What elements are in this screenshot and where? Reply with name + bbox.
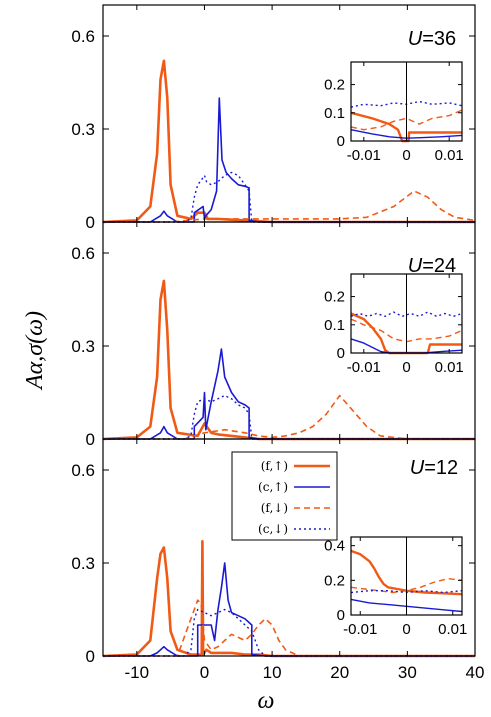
x-tick-label: 10	[263, 663, 282, 682]
inset-x-tick-label: 0.01	[438, 621, 467, 638]
series-c-up	[103, 562, 475, 657]
y-tick-label: 0.6	[71, 461, 95, 480]
series-f-up	[102, 279, 475, 441]
inset: 00.20.4-0.01 0 0.01	[324, 536, 467, 638]
inset-y-tick-label: 0	[337, 345, 345, 362]
panel-annotation: U=12	[410, 457, 458, 479]
x-tick-label: 40	[466, 663, 485, 682]
y-axis-label: Aα,σ(ω)	[22, 311, 48, 391]
inset-y-tick-label: 0.2	[324, 77, 345, 94]
series-f-down	[103, 599, 475, 657]
legend: (f,↑) (c,↑) (f,↓) (c,↓)	[231, 451, 338, 541]
x-tick-label: 0	[200, 663, 209, 682]
legend-label: (c,↓)	[258, 522, 288, 536]
series-f-down	[103, 394, 475, 440]
inset-x-tick-label: 0.01	[435, 147, 464, 164]
inset-x-tick-label: -0.01	[343, 621, 377, 638]
series-c-down	[103, 608, 475, 657]
series-c-down	[103, 394, 475, 440]
inset-y-tick-label: 0	[337, 133, 345, 150]
legend-label: (c,↑)	[258, 480, 288, 494]
y-tick-label: 0.6	[71, 27, 95, 46]
inset-y-tick-label: 0.1	[324, 317, 345, 334]
inset: 00.10.2-0.01 0 0.01	[324, 61, 464, 164]
inset-x-tick-label: -0.01	[347, 147, 381, 164]
y-tick-label: 0.3	[71, 337, 95, 356]
y-tick-label: 0	[86, 647, 95, 666]
y-tick-label: 0	[86, 430, 95, 449]
inset-x-tick-label: 0	[402, 147, 410, 164]
series-f-down	[103, 190, 476, 223]
inset-x-tick-label: -0.01	[347, 359, 381, 376]
legend-label: (f,↑)	[261, 459, 288, 473]
series-c-down	[103, 171, 475, 223]
x-tick-label: -10	[125, 663, 150, 682]
inset-y-tick-label: 0.2	[324, 572, 345, 589]
inset-x-tick-label: 0	[402, 621, 410, 638]
panel-annotation: U=36	[408, 28, 456, 50]
inset-x-tick-label: 0.01	[435, 359, 464, 376]
y-tick-label: 0	[86, 213, 95, 232]
panel-annotation: U=24	[408, 255, 456, 277]
y-tick-label: 0.3	[71, 554, 95, 573]
inset-x-tick-label: 0	[402, 359, 410, 376]
inset: 00.10.2-0.01 0 0.01	[324, 273, 464, 376]
y-tick-label: 0.3	[71, 120, 95, 139]
inset-y-tick-label: 0.4	[324, 538, 345, 555]
inset-y-tick-label: 0.2	[324, 289, 345, 306]
y-tick-label: 0.6	[71, 244, 95, 263]
series-c-up	[103, 348, 475, 440]
x-axis-label: ω	[258, 688, 275, 714]
inset-series-f-up	[350, 549, 463, 596]
x-tick-label: 30	[398, 663, 417, 682]
legend-label: (f,↓)	[261, 501, 288, 515]
inset-y-tick-label: 0.1	[324, 105, 345, 122]
inset-y-tick-label: 0	[337, 607, 345, 624]
x-tick-label: 20	[330, 663, 349, 682]
series-c-up	[103, 97, 475, 223]
plot-frame	[102, 438, 476, 657]
